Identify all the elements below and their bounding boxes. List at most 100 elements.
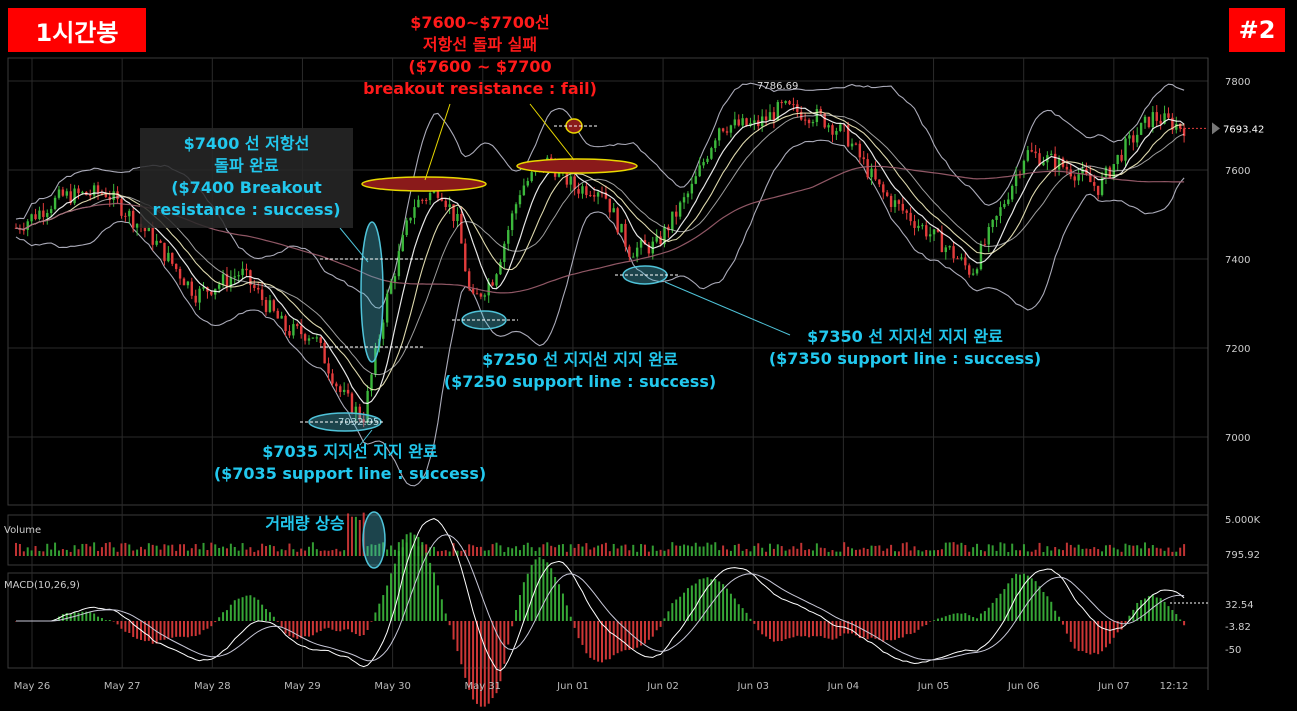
candle-body (936, 229, 940, 232)
macd-histogram-bar (491, 621, 494, 699)
candle-body (909, 212, 912, 222)
volume-bar (198, 549, 201, 556)
macd-histogram-bar (249, 595, 252, 621)
macd-histogram-bar (862, 621, 865, 638)
macd-histogram-bar (425, 552, 428, 621)
resistance-ellipse (516, 158, 638, 174)
candle-body (1120, 154, 1123, 161)
macd-histogram-bar (530, 565, 533, 621)
macd-histogram-bar (679, 596, 682, 621)
volume-bar (729, 550, 732, 556)
macd-histogram-bar (776, 621, 779, 642)
volume-bar (827, 551, 830, 556)
macd-histogram-bar (186, 621, 189, 638)
macd-histogram-bar (472, 621, 475, 700)
candle-body (968, 265, 971, 275)
volume-bar (69, 551, 72, 556)
candle-body (413, 207, 416, 218)
volume-bar (393, 549, 396, 556)
volume-bar (358, 519, 361, 556)
volume-bar (386, 549, 389, 556)
macd-histogram-bar (999, 593, 1002, 621)
volume-bar (890, 544, 893, 556)
volume-bar (1101, 551, 1104, 556)
volume-bar (690, 546, 693, 556)
volume-bar (964, 545, 967, 556)
volume-bar (804, 550, 807, 556)
candle-body (718, 128, 721, 141)
volume-bar (808, 549, 811, 556)
macd-histogram-bar (1011, 578, 1014, 621)
candle-body (952, 246, 955, 259)
candle-body (393, 276, 397, 282)
resistance-fail-note: $7600~$7700선 저항선 돌파 실패 ($7600 ~ $7700 br… (360, 12, 600, 100)
volume-bar (1171, 551, 1174, 556)
candle-body (721, 128, 725, 132)
volume-bar (577, 544, 580, 556)
macd-histogram-bar (358, 621, 361, 636)
volume-bar (429, 547, 432, 556)
candle-body (1163, 113, 1166, 124)
volume-bar (1128, 545, 1131, 556)
candle-body (366, 390, 369, 423)
candle-body (382, 322, 385, 339)
macd-histogram-bar (694, 583, 697, 621)
candle-body (428, 192, 432, 201)
macd-histogram-bar (280, 621, 283, 628)
volume-bar (1003, 543, 1006, 556)
support-7035-note: $7035 지지선 지지 완료 ($7035 support line : su… (200, 441, 500, 485)
volume-bar (81, 543, 84, 556)
candle-body (444, 200, 447, 207)
candle-body (409, 217, 412, 221)
volume-bar (745, 548, 748, 556)
macd-histogram-bar (350, 621, 353, 633)
volume-bar (30, 550, 33, 556)
volume-bar (61, 549, 64, 556)
macd-histogram-bar (1058, 616, 1061, 621)
macd-histogram-bar (167, 621, 170, 640)
candle-body (42, 210, 45, 217)
candle-body (331, 373, 334, 384)
macd-histogram-bar (1147, 596, 1150, 621)
volume-bar (1183, 544, 1186, 556)
x-tick-label: May 31 (464, 681, 501, 692)
x-tick-label: May 26 (14, 681, 51, 692)
volume-bar (686, 545, 689, 556)
ma-mid (15, 111, 1185, 391)
macd-histogram-bar (155, 621, 158, 644)
candle-body (374, 347, 377, 375)
candle-body (1147, 116, 1151, 128)
timeframe-tag: 1시간봉 (8, 8, 146, 52)
volume-bar (796, 548, 799, 556)
macd-histogram-bar (929, 621, 932, 622)
volume-bar (683, 544, 686, 556)
candle-body (491, 282, 494, 286)
volume-bar (565, 551, 568, 556)
volume-bar (327, 550, 330, 556)
macd-histogram-bar (343, 621, 346, 630)
volume-bar (538, 547, 541, 556)
volume-bar (179, 544, 182, 556)
macd-histogram-bar (702, 578, 705, 621)
candle-body (221, 274, 225, 285)
macd-histogram-bar (1042, 591, 1045, 621)
candle-body (128, 210, 131, 217)
macd-line (16, 518, 1185, 672)
candle-body (217, 284, 221, 289)
macd-histogram-bar (976, 618, 979, 621)
volume-bar (1163, 550, 1166, 556)
macd-histogram-bar (936, 618, 939, 621)
volume-bar (772, 548, 775, 556)
candle-body (73, 188, 76, 204)
volume-bar (878, 545, 881, 556)
volume-bar (542, 544, 545, 556)
volume-tick: 795.92 (1225, 550, 1260, 561)
candle-body (346, 389, 350, 394)
volume-bar (1140, 548, 1143, 556)
candle-body (639, 240, 643, 248)
volume-bar (1175, 551, 1178, 556)
candle-body (260, 289, 264, 300)
volume-bar (89, 546, 92, 556)
candle-body (921, 225, 924, 227)
macd-histogram-bar (733, 598, 736, 621)
